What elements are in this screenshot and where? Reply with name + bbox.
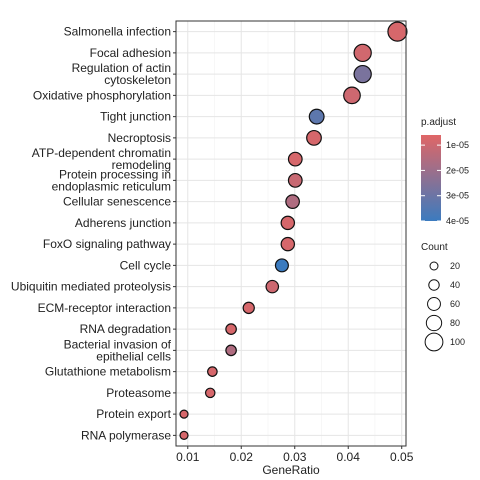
size-legend-circle: [424, 332, 444, 352]
size-legend-circle: [425, 314, 443, 332]
panel-background: [176, 21, 406, 446]
y-axis-labels: Salmonella infection Focal adhesionRegula…: [11, 25, 176, 442]
color-legend-label: 2e-05: [446, 165, 469, 175]
data-point: [280, 236, 296, 252]
x-tick-label: 0.04: [337, 450, 361, 464]
y-tick-label: Focal adhesion: [90, 46, 171, 60]
y-tick-label: Protein export: [96, 407, 171, 421]
size-legend-circle: [429, 261, 439, 271]
y-tick-label: Ubiquitin mediated proteolysis: [11, 280, 171, 294]
data-point: [353, 43, 372, 63]
data-point: [285, 194, 300, 209]
y-tick-label: Regulation of actin cytoskeleton: [72, 61, 171, 87]
size-legend: Count 20 40 60 80 100: [421, 242, 465, 352]
x-tick-label: 0.01: [176, 450, 200, 464]
y-tick-label: Cell cycle: [120, 258, 172, 272]
x-tick-label: 0.02: [230, 450, 254, 464]
y-tick-label: RNA degradation: [80, 322, 171, 336]
data-point: [287, 151, 303, 167]
panel-border: [175, 20, 407, 447]
color-legend: p.adjust 1e-05 2e-05 3e-05 4e-05: [421, 117, 469, 226]
data-points: [179, 21, 408, 440]
y-tick-label: ATP-dependent chromatin remodeling: [32, 146, 171, 172]
size-legend-label: 40: [450, 280, 460, 290]
color-legend-title: p.adjust: [421, 117, 456, 128]
data-point: [387, 21, 408, 42]
y-tick-label: Oxidative phosphorylation: [33, 88, 171, 102]
data-point: [179, 430, 189, 440]
data-point: [306, 129, 322, 146]
x-axis: 0.01 0.02 0.03 0.04 0.05: [176, 446, 414, 464]
y-tick-label: ECM-receptor interaction: [38, 301, 171, 315]
data-point: [274, 258, 289, 273]
size-legend-circle: [427, 297, 441, 311]
color-legend-label: 4e-05: [446, 216, 469, 226]
y-tick-label: Bacterial invasion of epithelial cells: [64, 337, 172, 363]
x-axis-title: GeneRatio: [262, 463, 320, 477]
size-legend-label: 20: [450, 261, 460, 271]
size-legend-title: Count: [421, 242, 448, 253]
size-legend-label: 80: [450, 318, 460, 328]
y-tick-label: Necroptosis: [108, 131, 171, 145]
x-tick-label: 0.03: [283, 450, 307, 464]
data-point: [242, 301, 255, 315]
color-legend-label: 1e-05: [446, 140, 469, 150]
size-legend-label: 60: [450, 299, 460, 309]
color-legend-label: 3e-05: [446, 191, 469, 201]
y-tick-label: Salmonella infection: [64, 25, 171, 39]
y-tick-label: FoxO signaling pathway: [43, 237, 171, 251]
y-tick-label: RNA polymerase: [81, 428, 171, 442]
size-legend-circle: [428, 279, 440, 291]
data-point: [225, 323, 237, 335]
data-point: [287, 172, 303, 188]
data-point: [343, 86, 361, 105]
data-point: [280, 215, 296, 231]
y-tick-label: Adherens junction: [75, 216, 171, 230]
data-point: [204, 387, 216, 399]
y-tick-label: Glutathione metabolism: [45, 365, 171, 379]
y-tick-label: Cellular senescence: [63, 195, 171, 209]
data-point: [225, 344, 237, 357]
data-point: [179, 409, 189, 419]
x-tick-label: 0.05: [390, 450, 414, 464]
color-bar: [421, 135, 441, 221]
y-tick-label: Proteasome: [106, 386, 171, 400]
y-tick-label: Tight junction: [100, 110, 171, 124]
data-point: [207, 366, 218, 377]
size-legend-label: 100: [450, 337, 465, 347]
data-point: [308, 108, 325, 125]
data-point: [265, 279, 280, 294]
data-point: [353, 64, 372, 84]
y-tick-label: Protein processing in endoplasmic reticul…: [52, 167, 171, 193]
